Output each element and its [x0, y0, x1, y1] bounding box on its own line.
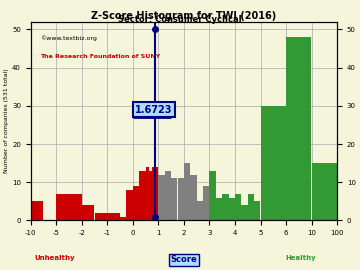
Bar: [139, 171, 145, 220]
Bar: [133, 186, 139, 220]
Bar: [286, 37, 311, 220]
Bar: [203, 186, 210, 220]
Bar: [222, 194, 229, 220]
Bar: [158, 175, 165, 220]
Bar: [171, 178, 177, 220]
Bar: [126, 190, 133, 220]
Bar: [145, 167, 149, 220]
Y-axis label: Number of companies (531 total): Number of companies (531 total): [4, 69, 9, 173]
Bar: [184, 163, 190, 220]
Bar: [101, 213, 107, 220]
Text: Sector: Consumer Cyclical: Sector: Consumer Cyclical: [118, 15, 242, 24]
Bar: [210, 171, 216, 220]
Text: 1.6723: 1.6723: [135, 104, 173, 115]
Bar: [56, 194, 69, 220]
Bar: [312, 163, 337, 220]
Bar: [248, 194, 254, 220]
Bar: [82, 205, 94, 220]
Bar: [190, 175, 197, 220]
Bar: [242, 205, 248, 220]
Bar: [235, 194, 241, 220]
Bar: [120, 217, 126, 220]
Bar: [165, 171, 171, 220]
Bar: [107, 213, 114, 220]
Bar: [149, 171, 152, 220]
Text: Score: Score: [171, 255, 197, 264]
Bar: [69, 194, 82, 220]
Text: Unhealthy: Unhealthy: [35, 255, 76, 261]
Bar: [261, 106, 286, 220]
Title: Z-Score Histogram for TWI (2016): Z-Score Histogram for TWI (2016): [91, 11, 276, 21]
Text: ©www.textbiz.org: ©www.textbiz.org: [40, 36, 97, 41]
Bar: [95, 213, 101, 220]
Bar: [152, 167, 158, 220]
Bar: [177, 178, 184, 220]
Bar: [31, 201, 43, 220]
Bar: [229, 198, 235, 220]
Bar: [216, 198, 222, 220]
Text: The Research Foundation of SUNY: The Research Foundation of SUNY: [40, 53, 160, 59]
Bar: [114, 213, 120, 220]
Bar: [254, 201, 260, 220]
Bar: [197, 201, 203, 220]
Text: Healthy: Healthy: [285, 255, 316, 261]
